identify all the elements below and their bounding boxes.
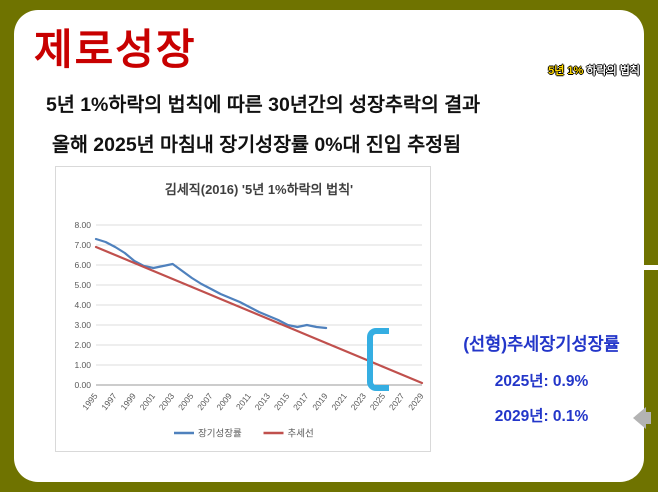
trend-value-2029: 2029년: 0.1% <box>494 408 589 425</box>
speaker-body <box>645 412 651 424</box>
subtitle-line-2: 올해 2025년 마침내 장기성장률 0%대 진입 추정됨 <box>52 134 462 156</box>
trend-annotation-heading: (선형)추세장기성장률 <box>463 334 620 354</box>
svg-text:5.00: 5.00 <box>74 280 91 290</box>
svg-text:3.00: 3.00 <box>74 320 91 330</box>
svg-text:2015: 2015 <box>272 391 292 412</box>
svg-text:2017: 2017 <box>291 391 311 412</box>
growth-chart-svg: 김세직(2016) '5년 1%하락의 법칙' 0.00 1.00 2.00 3.00 4… <box>74 182 426 440</box>
svg-text:2021: 2021 <box>329 391 349 412</box>
svg-text:2013: 2013 <box>253 391 273 412</box>
svg-text:2029: 2029 <box>406 391 426 412</box>
corner-badge: 5년 1% 하락의 법칙 <box>548 62 640 78</box>
svg-text:2.00: 2.00 <box>74 340 91 350</box>
svg-text:1997: 1997 <box>99 391 119 412</box>
badge-text-yellow: 5년 1% <box>548 65 584 77</box>
svg-text:6.00: 6.00 <box>74 260 91 270</box>
speaker-cone <box>633 407 646 429</box>
svg-text:2001: 2001 <box>138 391 158 412</box>
svg-text:2027: 2027 <box>387 391 407 412</box>
svg-text:1995: 1995 <box>80 391 100 412</box>
svg-text:2019: 2019 <box>310 391 330 412</box>
svg-text:장기성장률: 장기성장률 <box>198 429 242 440</box>
svg-text:0.00: 0.00 <box>74 380 91 390</box>
svg-text:2025: 2025 <box>368 391 388 412</box>
svg-text:2023: 2023 <box>349 391 369 412</box>
badge-text-white: 하락의 법칙 <box>583 65 640 77</box>
svg-text:7.00: 7.00 <box>74 240 91 250</box>
svg-text:2005: 2005 <box>176 391 196 412</box>
growth-line-chart: 김세직(2016) '5년 1%하락의 법칙' 0.00 1.00 2.00 3.00 4… <box>55 166 431 452</box>
audio-muted-icon[interactable] <box>632 404 654 432</box>
svg-text:김세직(2016) '5년 1%하락의 법칙': 김세직(2016) '5년 1%하락의 법칙' <box>165 182 353 197</box>
subtitle-line-1: 5년 1%하락의 법칙에 따른 30년간의 성장추락의 결과 <box>46 94 481 116</box>
svg-text:2011: 2011 <box>234 391 253 412</box>
svg-text:2007: 2007 <box>195 391 215 412</box>
trend-value-2025: 2025년: 0.9% <box>494 373 589 390</box>
svg-text:추세선: 추세선 <box>288 429 314 440</box>
svg-text:2009: 2009 <box>214 391 234 412</box>
svg-text:4.00: 4.00 <box>74 300 91 310</box>
page-title: 제로성장 <box>34 26 197 73</box>
svg-text:8.00: 8.00 <box>74 220 91 230</box>
highlight-bracket-icon <box>367 328 389 391</box>
trend-annotation: (선형)추세장기성장률 2025년: 0.9% 2029년: 0.1% <box>425 331 658 426</box>
svg-text:1999: 1999 <box>118 391 138 412</box>
svg-text:1.00: 1.00 <box>74 360 91 370</box>
callout-line <box>433 265 658 270</box>
svg-text:2003: 2003 <box>157 391 177 412</box>
